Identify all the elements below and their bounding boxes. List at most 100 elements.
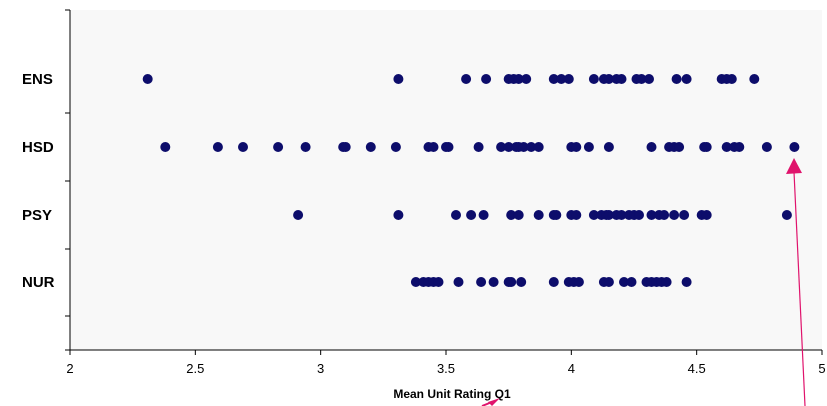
annotation-arrows — [481, 158, 806, 406]
data-point-ens — [636, 74, 647, 84]
x-tick-label: 2.5 — [186, 361, 204, 376]
data-point-hsd — [603, 142, 614, 152]
data-point-psy — [571, 210, 582, 220]
data-point-ens — [563, 74, 574, 84]
data-point-hsd — [365, 142, 376, 152]
data-point-nur — [548, 277, 559, 287]
data-point-psy — [506, 210, 517, 220]
data-point-psy — [603, 210, 614, 220]
x-tick-label: 5 — [818, 361, 825, 376]
annotation-arrow-head — [786, 158, 802, 174]
annotation-arrow-line — [793, 171, 806, 406]
data-point-hsd — [526, 142, 537, 152]
category-label-ens: ENS — [22, 71, 53, 88]
data-point-ens — [671, 74, 682, 84]
data-point-ens — [749, 74, 760, 84]
x-tick-label: 4.5 — [688, 361, 706, 376]
data-point-hsd — [273, 142, 284, 152]
data-point-psy — [659, 210, 670, 220]
data-point-ens — [556, 74, 567, 84]
data-point-hsd — [503, 142, 514, 152]
data-point-nur — [516, 277, 527, 287]
data-point-ens — [521, 74, 532, 84]
x-tick-label: 3.5 — [437, 361, 455, 376]
data-point-hsd — [428, 142, 439, 152]
data-point-hsd — [674, 142, 685, 152]
category-labels: ENS HSD PSY NUR — [22, 71, 55, 291]
data-point-hsd — [518, 142, 529, 152]
x-axis-title: Mean Unit Rating Q1 — [393, 387, 511, 401]
data-point-hsd — [533, 142, 544, 152]
data-point-nur — [488, 277, 499, 287]
data-point-hsd — [160, 142, 171, 152]
data-point-nur — [410, 277, 421, 287]
data-point-hsd — [789, 142, 800, 152]
data-point-hsd — [212, 142, 223, 152]
data-point-ens — [481, 74, 492, 84]
data-point-psy — [451, 210, 461, 220]
data-point-nur — [603, 277, 614, 287]
data-point-hsd — [734, 142, 745, 152]
data-point-hsd — [473, 142, 484, 152]
data-point-ens — [616, 74, 627, 84]
data-point-psy — [466, 210, 477, 220]
data-point-ens — [461, 74, 472, 84]
category-label-nur: NUR — [22, 274, 55, 291]
data-point-psy — [781, 210, 792, 220]
data-point-hsd — [340, 142, 351, 152]
data-point-psy — [616, 210, 627, 220]
data-point-ens — [513, 74, 524, 84]
data-point-hsd — [496, 142, 507, 152]
data-point-psy — [551, 210, 562, 220]
data-point-nur — [661, 277, 672, 287]
data-point-nur — [626, 277, 637, 287]
data-point-hsd — [238, 142, 248, 152]
data-point-ens — [142, 74, 153, 84]
category-label-hsd: HSD — [22, 139, 54, 156]
data-point-psy — [646, 210, 657, 220]
data-point-psy — [393, 210, 404, 220]
data-point-hsd — [390, 142, 401, 152]
data-point-psy — [588, 210, 599, 220]
data-point-ens — [726, 74, 737, 84]
category-label-psy: PSY — [22, 207, 52, 224]
data-point-nur — [681, 277, 692, 287]
annotation-arrow-head-2 — [488, 398, 500, 406]
data-point-nur — [476, 277, 487, 287]
data-point-nur — [453, 277, 464, 287]
plot-area — [70, 10, 822, 350]
data-point-ens — [644, 74, 654, 84]
data-point-ens — [603, 74, 614, 84]
data-point-psy — [513, 210, 524, 220]
data-point-psy — [669, 210, 680, 220]
data-point-psy — [533, 210, 544, 220]
data-point-hsd — [701, 142, 712, 152]
y-axis-ticks — [65, 9, 70, 351]
data-point-psy — [634, 210, 644, 220]
x-tick-label: 2 — [66, 361, 73, 376]
data-point-ens — [393, 74, 404, 84]
data-point-nur — [506, 277, 517, 287]
data-point-hsd — [721, 142, 732, 152]
data-point-psy — [679, 210, 690, 220]
data-point-hsd — [761, 142, 772, 152]
x-tick-label: 3 — [317, 361, 324, 376]
data-point-psy — [478, 210, 489, 220]
x-axis-ticks: 2 2.5 3 3.5 4 4.5 5 — [66, 350, 826, 376]
data-point-psy — [701, 210, 712, 220]
data-point-hsd — [583, 142, 594, 152]
data-point-hsd — [571, 142, 582, 152]
data-point-hsd — [443, 142, 454, 152]
data-point-ens — [681, 74, 692, 84]
data-points — [142, 74, 800, 287]
data-point-ens — [588, 74, 599, 84]
data-point-hsd — [300, 142, 311, 152]
data-point-hsd — [646, 142, 657, 152]
data-point-nur — [573, 277, 584, 287]
x-tick-label: 4 — [568, 361, 575, 376]
data-point-psy — [293, 210, 304, 220]
data-point-ens — [548, 74, 559, 84]
data-point-nur — [433, 277, 444, 287]
